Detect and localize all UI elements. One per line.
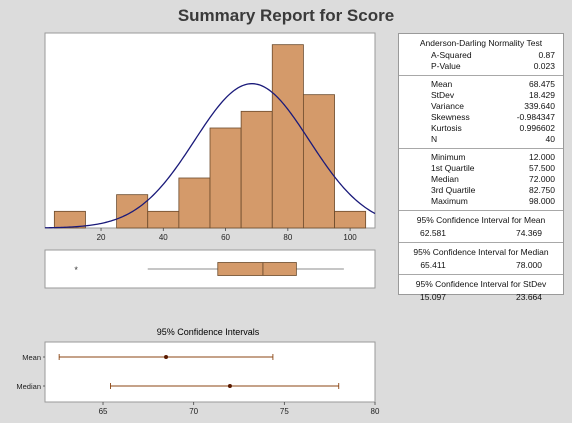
- ci-stdev-values: 15.097 23.664: [399, 291, 563, 303]
- histogram-bar: [240, 110, 273, 229]
- x-tick-label: 80: [371, 407, 380, 416]
- ci-upper: 74.369: [516, 228, 542, 238]
- normal-curve: [44, 83, 376, 229]
- stat-row: Skewness -0.984347: [399, 112, 563, 123]
- ci-median-section: 95% Confidence Interval for Median 65.41…: [399, 243, 563, 275]
- ci-mean-values: 62.581 74.369: [399, 227, 563, 239]
- histogram-bar: [53, 210, 86, 229]
- stat-value: 82.750: [529, 185, 555, 195]
- ci-stdev-section: 95% Confidence Interval for StDev 15.097…: [399, 275, 563, 306]
- x-tick-label: 100: [343, 233, 357, 242]
- stat-value: 0.996602: [519, 123, 555, 133]
- stat-row: Kurtosis 0.996602: [399, 123, 563, 134]
- stat-label: N: [431, 134, 438, 144]
- ci-estimate-point: [164, 355, 169, 359]
- stat-row: A-Squared 0.87: [399, 50, 563, 61]
- histogram-bar: [178, 177, 211, 229]
- stat-label: Minimum: [431, 152, 466, 162]
- ci-upper: 23.664: [516, 292, 542, 302]
- ci-chart: Mean Median 65 70 75 80: [16, 353, 380, 416]
- outlier-marker: *: [74, 265, 78, 275]
- ci-row-label: Mean: [22, 353, 41, 362]
- stat-row: 3rd Quartile 82.750: [399, 185, 563, 196]
- stat-row: 1st Quartile 57.500: [399, 163, 563, 174]
- stat-value: 68.475: [529, 79, 555, 89]
- stat-value: 339.640: [524, 101, 555, 111]
- moments-section: Mean 68.475 StDev 18.429 Variance 339.640 S…: [399, 76, 563, 149]
- stat-value: 12.000: [529, 152, 555, 162]
- quartiles-section: Minimum 12.000 1st Quartile 57.500 Median 7…: [399, 149, 563, 211]
- summary-statistics-panel: Anderson-Darling Normality Test A-Square…: [398, 33, 564, 302]
- stat-row: Minimum 12.000: [399, 152, 563, 163]
- report-title: Summary Report for Score: [177, 6, 395, 25]
- normality-test-section: Anderson-Darling Normality Test A-Square…: [399, 34, 563, 76]
- stat-value: -0.984347: [516, 112, 555, 122]
- ci-median-values: 65.411 78.000: [399, 259, 563, 271]
- ci-mean-header: 95% Confidence Interval for Mean: [416, 215, 546, 225]
- stat-row: Mean 68.475: [399, 79, 563, 90]
- ci-lower: 15.097: [420, 292, 446, 302]
- x-tick-label: 70: [189, 407, 198, 416]
- stat-label: 3rd Quartile: [431, 185, 476, 195]
- x-tick-label: 65: [99, 407, 108, 416]
- stat-label: 1st Quartile: [431, 163, 475, 173]
- ci-stdev-header: 95% Confidence Interval for StDev: [415, 279, 547, 289]
- histogram-bar: [302, 94, 335, 229]
- box-iqr: [217, 262, 297, 276]
- x-tick-label: 75: [280, 407, 289, 416]
- stat-row: Variance 339.640: [399, 101, 563, 112]
- ci-upper: 78.000: [516, 260, 542, 270]
- histogram-bar: [334, 210, 367, 229]
- stat-label: P-Value: [431, 61, 461, 71]
- normality-test-header: Anderson-Darling Normality Test: [419, 38, 543, 48]
- stat-label: Median: [431, 174, 459, 184]
- stat-value: 98.000: [529, 196, 555, 206]
- stat-label: Variance: [431, 101, 464, 111]
- stat-label: Maximum: [431, 196, 468, 206]
- stat-value: 72.000: [529, 174, 555, 184]
- x-tick-label: 60: [221, 233, 230, 242]
- histogram-bars: [53, 44, 367, 229]
- stat-row: N 40: [399, 134, 563, 145]
- ci-estimate-point: [227, 384, 232, 388]
- stat-value: 57.500: [529, 163, 555, 173]
- histogram-bar: [271, 44, 304, 229]
- ci-chart-title: 95% Confidence Intervals: [157, 327, 260, 337]
- stat-row: P-Value 0.023: [399, 61, 563, 72]
- stat-label: Mean: [431, 79, 453, 89]
- stat-label: Skewness: [431, 112, 470, 122]
- histogram-x-axis: 20 40 60 80 100: [97, 228, 357, 242]
- stat-row: Median 72.000: [399, 174, 563, 185]
- ci-row-label: Median: [16, 382, 41, 391]
- stat-value: 40: [545, 134, 555, 144]
- boxplot: *: [74, 262, 344, 276]
- x-tick-label: 40: [159, 233, 168, 242]
- stat-label: Kurtosis: [431, 123, 462, 133]
- ci-median-header: 95% Confidence Interval for Median: [413, 247, 549, 257]
- stat-value: 0.87: [538, 50, 555, 60]
- histogram-bar: [209, 127, 242, 229]
- stat-label: StDev: [431, 90, 455, 100]
- stat-row: StDev 18.429: [399, 90, 563, 101]
- stat-value: 0.023: [533, 61, 555, 71]
- x-tick-label: 20: [97, 233, 106, 242]
- ci-lower: 65.411: [420, 260, 446, 270]
- stat-value: 18.429: [529, 90, 555, 100]
- ci-mean-section: 95% Confidence Interval for Mean 62.581 7…: [399, 211, 563, 243]
- ci-lower: 62.581: [420, 228, 446, 238]
- stat-label: A-Squared: [431, 50, 472, 60]
- x-tick-label: 80: [283, 233, 292, 242]
- stat-row: Maximum 98.000: [399, 196, 563, 207]
- ci-panel: [44, 341, 376, 403]
- histogram-bar: [147, 210, 180, 229]
